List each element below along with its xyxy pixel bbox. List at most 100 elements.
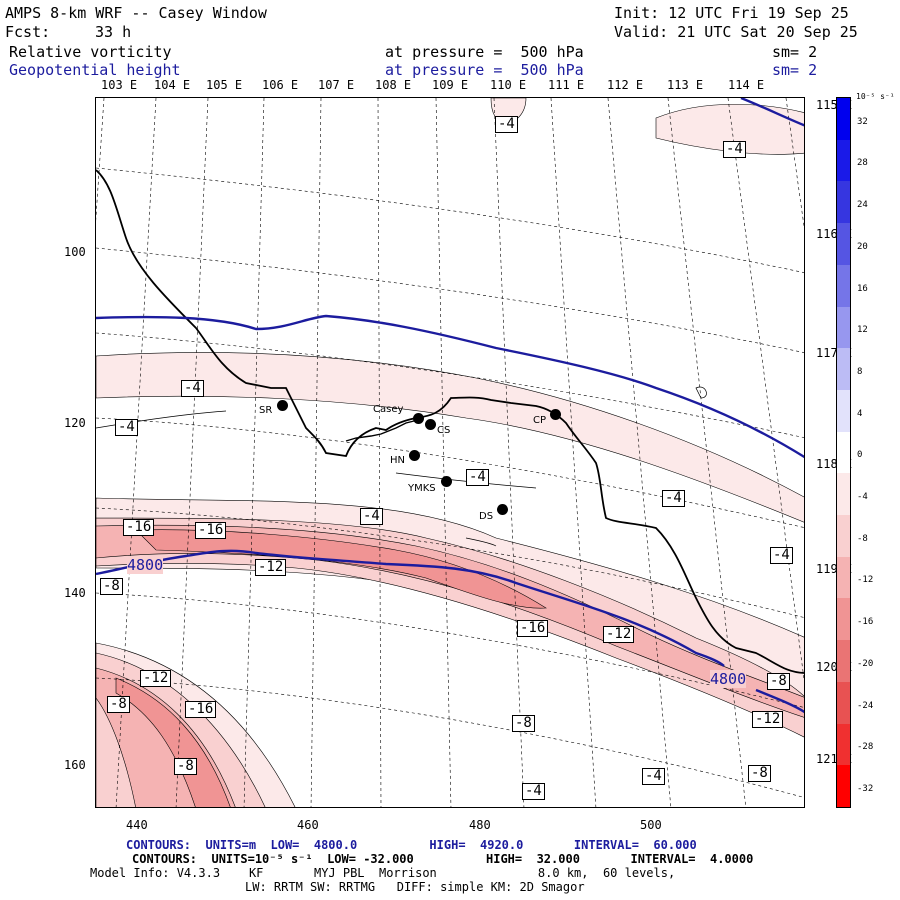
colorbar-tick-label: 16 [857,283,868,294]
lon-label-107: 107 E [318,78,355,92]
colorbar-tick-label: -8 [857,533,868,544]
coastline [96,169,804,674]
colorbar-segment [837,723,850,766]
y-tick-140: 140 [64,586,86,600]
forecast-hour: 33 h [95,23,132,41]
vort-label: -12 [140,667,172,687]
height-contour-north [96,314,804,459]
map-plot-area: -4 -4 -4 -4 -4 -4 -4 -4 -16 -16 -12 -8 -… [95,97,805,808]
vort-label: -4 [495,113,518,133]
colorbar-tick-label: 4 [857,408,863,419]
colorbar-tick-label: 20 [857,241,868,252]
colorbar-tick-label: 0 [857,450,863,461]
colorbar [836,97,851,808]
colorbar-tick-label: 24 [857,200,868,211]
lon-label-110: 110 E [490,78,527,92]
colorbar-segment [837,264,850,308]
colorbar-tick-label: -32 [857,784,874,794]
vort-label: -16 [123,516,155,536]
station-label-casey: Casey [373,404,404,415]
colorbar-segment [837,765,850,808]
colorbar-tick-label: 12 [857,325,868,336]
lon-label-108: 108 E [375,78,412,92]
colorbar-tick-label: -24 [857,700,874,711]
colorbar-segment [837,556,850,599]
station-label-sr: SR [259,405,273,416]
station-marker[interactable] [497,504,508,515]
vort-label: -4 [662,487,685,507]
vort-label: -4 [770,544,793,564]
vort-label: -8 [107,693,130,713]
colorbar-tick-label: 28 [857,158,868,169]
colorbar-tick-label: -20 [857,658,874,669]
y-tick-100: 100 [64,245,86,259]
colorbar-segment [837,98,850,141]
map-svg [96,98,804,807]
colorbar-tick-label: 32 [857,116,868,127]
station-marker[interactable] [425,419,436,430]
x-tick-500: 500 [640,818,662,832]
vort-label: -4 [115,416,138,436]
colorbar-segment [837,431,850,474]
colorbar-tick-label: -12 [857,575,874,586]
footer-physics-info: LW: RRTM SW: RRTMG DIFF: simple KM: 2D S… [245,880,585,894]
vort-label: -4 [642,765,665,785]
init-time: Init: 12 UTC Fri 19 Sep 25 [614,4,849,22]
field2-level: at pressure = 500 hPa [385,61,584,79]
vort-label: -12 [255,556,287,576]
vort-label: -16 [195,519,227,539]
vort-label: -8 [512,712,535,732]
footer-model-info: Model Info: V4.3.3 KF MYJ PBL Morrison 8… [90,866,676,880]
x-tick-460: 460 [297,818,319,832]
station-marker[interactable] [413,413,424,424]
colorbar-tick-label: 8 [857,366,863,377]
height-label: 4800 [710,670,747,688]
lon-label-113: 113 E [667,78,704,92]
vort-label: -4 [522,780,545,800]
chart-title: AMPS 8-km WRF -- Casey Window [5,4,267,22]
colorbar-segment [837,223,850,266]
latitude-gridlines [96,167,804,798]
vort-fill-sw-core [115,677,231,807]
vort-label: -8 [174,755,197,775]
station-marker[interactable] [550,409,561,420]
lon-label-103: 103 E [101,78,138,92]
lon-label-106: 106 E [262,78,299,92]
station-label-cs: CS [437,425,451,436]
vort-label: -4 [723,138,746,158]
field1-name: Relative vorticity [9,43,172,61]
colorbar-segment [837,473,850,516]
x-tick-480: 480 [469,818,491,832]
vort-fill-ne-patch [655,104,804,155]
height-label: 4800 [127,556,164,574]
longitude-gridlines [96,98,804,807]
station-label-ds: DS [479,511,494,522]
height-contour-ne [740,98,804,127]
station-marker[interactable] [441,476,452,487]
station-marker[interactable] [409,450,420,461]
height-contour-4800-a [96,549,725,667]
footer-vorticity-contours: CONTOURS: UNITS=10⁻⁵ s⁻¹ LOW= -32.000 HI… [132,852,754,866]
station-label-ymks: YMKS [408,483,436,494]
vort-label: -4 [466,466,489,486]
colorbar-tick-label: -16 [857,617,874,628]
forecast-label: Fcst: [5,23,51,41]
colorbar-segment [837,681,850,725]
y-tick-160: 160 [64,758,86,772]
x-tick-440: 440 [126,818,148,832]
y-tick-120: 120 [64,416,86,430]
colorbar-segment [837,515,850,558]
field1-smoothing: sm= 2 [772,43,818,61]
colorbar-unit: 10⁻⁵ s⁻¹ [856,92,895,101]
station-marker[interactable] [277,400,288,411]
lon-label-111: 111 E [548,78,585,92]
station-label-cp: CP [533,415,547,426]
lon-label-104: 104 E [154,78,191,92]
vort-label: -8 [748,762,771,782]
lon-label-114: 114 E [728,78,765,92]
colorbar-tick-label: -4 [857,492,868,503]
vort-label: -12 [752,708,784,728]
footer-height-contours: CONTOURS: UNITS=m LOW= 4800.0 HIGH= 4920… [126,838,697,852]
vort-label: -8 [767,670,790,690]
colorbar-segment [837,598,850,641]
